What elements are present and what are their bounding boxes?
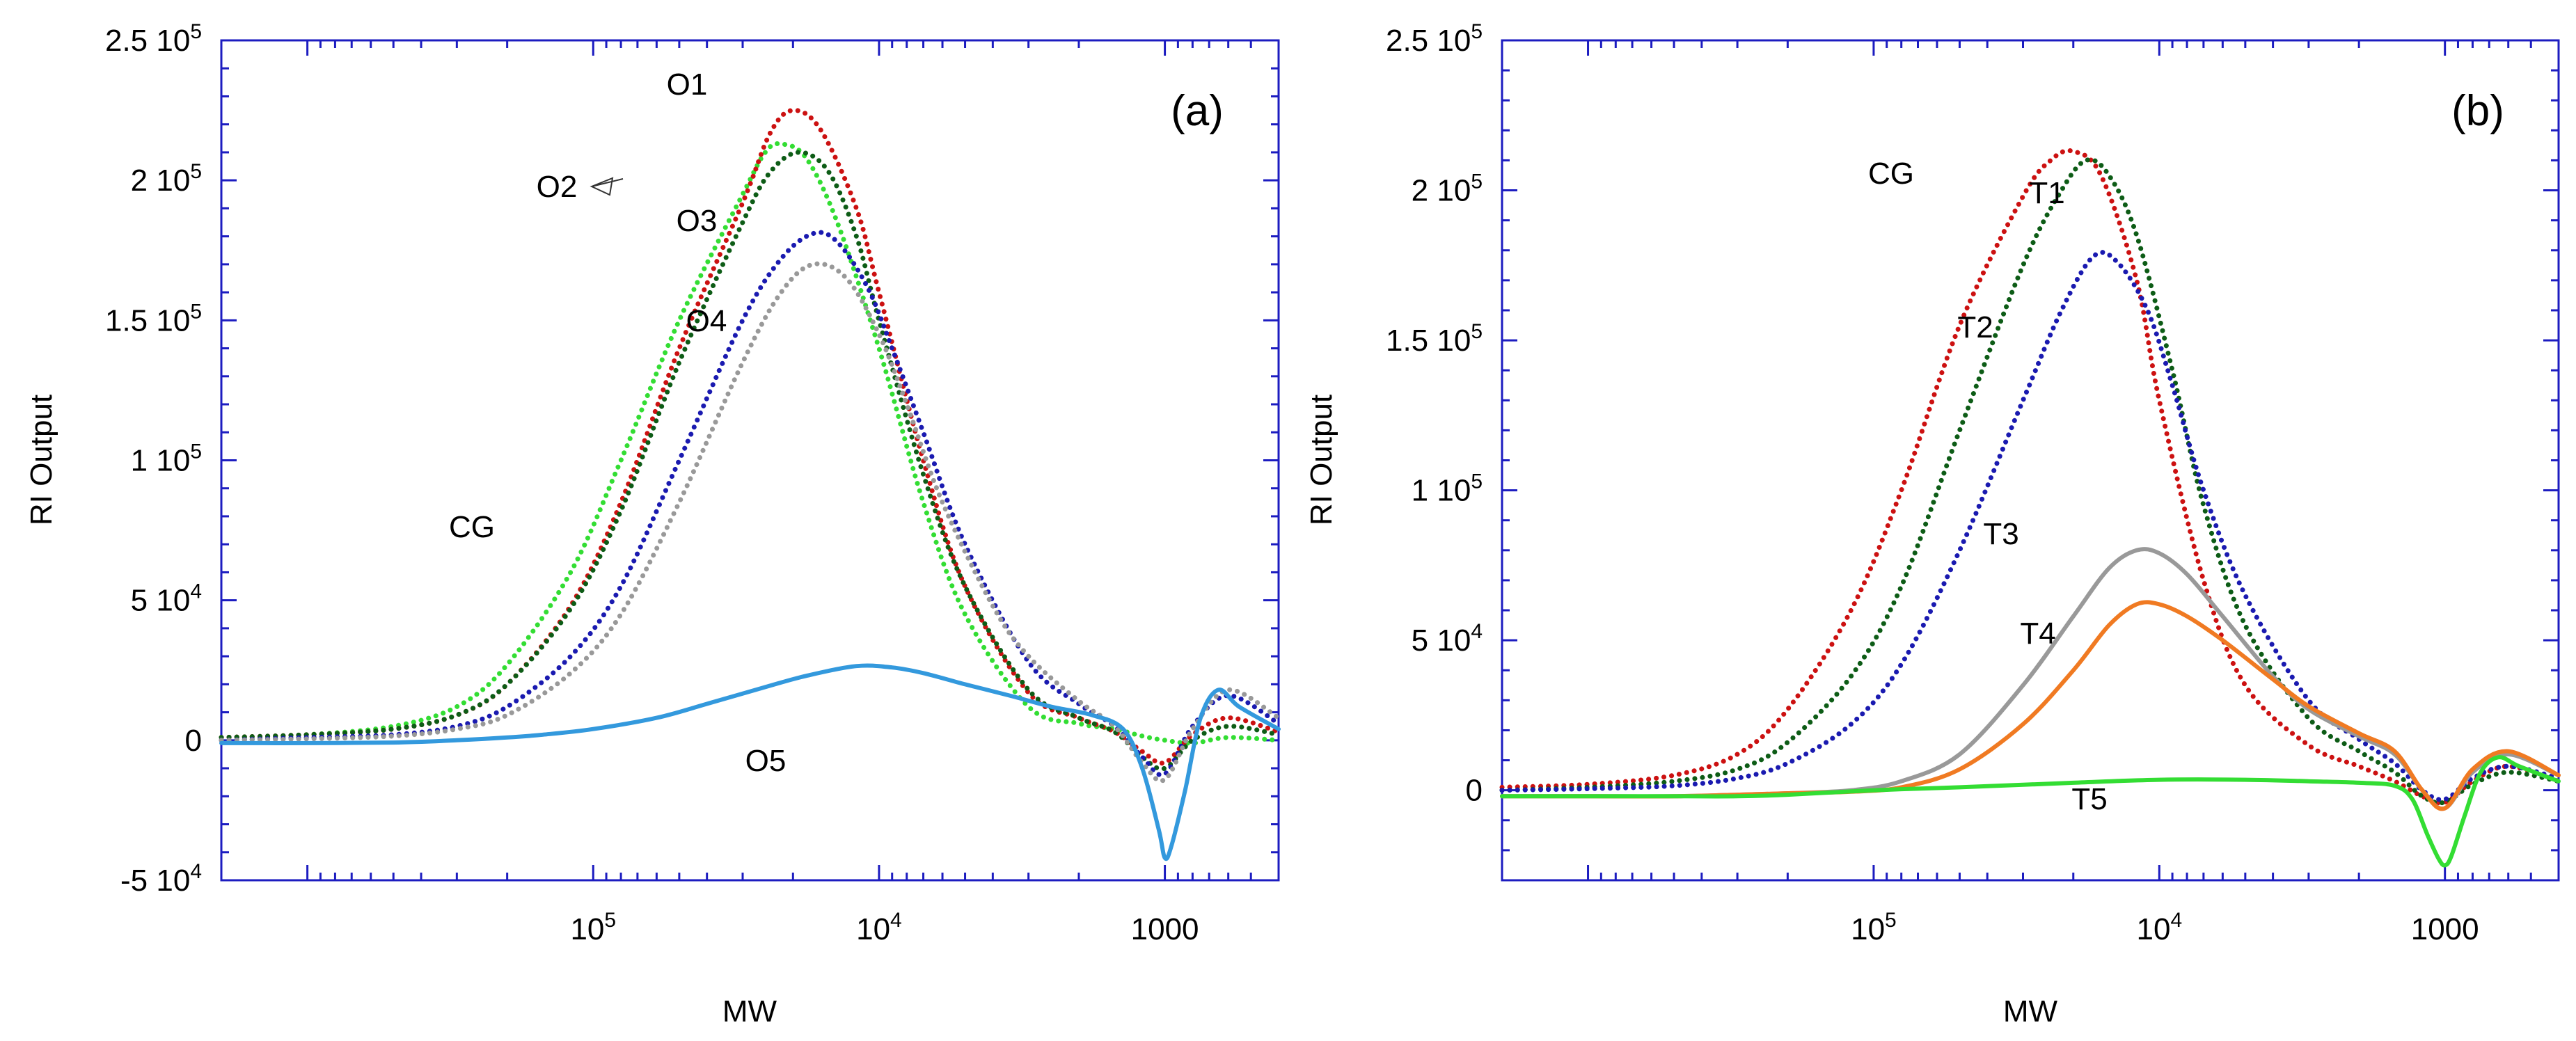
- y-tick-label: 2 105: [1412, 170, 1483, 208]
- x-tick-label: 1000: [2411, 912, 2479, 946]
- panel-a-x-tick-labels: 105 104 1000: [570, 909, 1199, 946]
- panel-b-y-tick-labels: 0 5 104 1 105 1.5 105 2 105 2.5 105: [1386, 20, 1483, 808]
- panel-a-label-O4: O4: [686, 304, 727, 338]
- x-tick-label: 104: [2136, 909, 2182, 946]
- y-tick-label: -5 104: [120, 860, 202, 898]
- panel-b-y-axis-label: RI Output: [1304, 395, 1338, 525]
- panel-a-id-label: (a): [1171, 87, 1224, 135]
- series-o2-line: [219, 150, 1281, 772]
- x-tick-label: 104: [856, 909, 902, 946]
- panel-a-y-axis-label: RI Output: [24, 395, 58, 525]
- panel-b-label-CG: CG: [1868, 157, 1914, 191]
- panel-b-label-T1: T1: [2029, 176, 2064, 210]
- series-o4-line: [219, 261, 1281, 784]
- panel-a-label-O3: O3: [677, 204, 718, 238]
- series-t2-line: [1499, 250, 2561, 802]
- y-tick-label: 5 104: [1412, 620, 1483, 658]
- panel-a-chart: -5 104 0 5 104 1 105 1.5 105 2 105 2.5 105 105…: [24, 20, 1281, 1028]
- panel-b-tick-marks: [1501, 39, 2560, 882]
- series-cg-line: [1499, 148, 2561, 806]
- series-t3-line: [1500, 547, 2561, 811]
- panel-b-label-T2: T2: [1957, 310, 1993, 344]
- panel-a-curves: [219, 108, 1281, 861]
- panel-a-label-O5: O5: [745, 744, 787, 778]
- panel-a-x-axis-label: MW: [722, 994, 777, 1028]
- panel-b-curves: [1499, 148, 2561, 868]
- panel-b-x-axis-label: MW: [2003, 994, 2058, 1028]
- series-t5-line: [1500, 755, 2561, 868]
- panel-a-label-O1: O1: [667, 67, 708, 102]
- y-tick-label: 1.5 105: [1386, 320, 1483, 358]
- panel-b-label-T3: T3: [1983, 517, 2018, 551]
- y-tick-label: 2.5 105: [105, 20, 202, 58]
- y-tick-label: 2 105: [131, 160, 202, 198]
- panel-b-label-T5: T5: [2071, 782, 2107, 816]
- panel-a-label-CG: CG: [449, 510, 495, 544]
- x-tick-label: 105: [570, 909, 616, 946]
- y-tick-label: 5 104: [131, 580, 202, 618]
- y-tick-label: 1 105: [1412, 470, 1483, 508]
- y-tick-label: 0: [1466, 774, 1483, 808]
- y-tick-label: 1.5 105: [105, 300, 202, 337]
- y-tick-label: 2.5 105: [1386, 20, 1483, 58]
- panel-a-label-O2: O2: [537, 170, 578, 204]
- y-tick-label: 1 105: [131, 440, 202, 478]
- panel-b-id-label: (b): [2451, 87, 2504, 135]
- series-t1-line: [1499, 157, 2561, 806]
- series-cg-line: [219, 141, 1281, 746]
- x-tick-label: 1000: [1131, 912, 1199, 946]
- panel-b-label-T4: T4: [2020, 617, 2055, 651]
- series-o5-line: [219, 663, 1281, 861]
- y-tick-label: 0: [185, 724, 202, 758]
- panel-a-O2-pointer-arrow: [590, 177, 624, 196]
- panel-a-y-tick-labels: -5 104 0 5 104 1 105 1.5 105 2 105 2.5 105: [105, 20, 202, 898]
- x-tick-label: 105: [1851, 909, 1897, 946]
- panel-b-chart: 0 5 104 1 105 1.5 105 2 105 2.5 105 105 104 100…: [1304, 20, 2561, 1028]
- panel-b-x-tick-labels: 105 104 1000: [1851, 909, 2479, 946]
